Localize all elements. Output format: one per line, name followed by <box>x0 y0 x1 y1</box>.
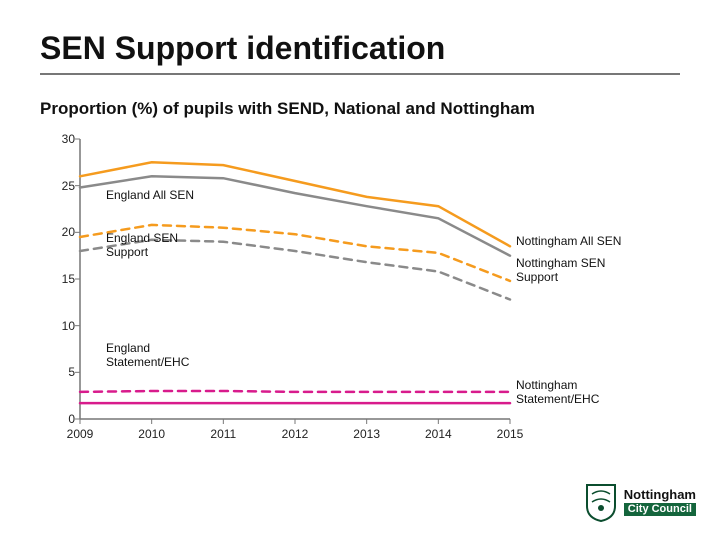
series-label: Nottingham SENSupport <box>516 257 605 285</box>
logo-sub: City Council <box>624 503 696 516</box>
series-label: Nottingham All SEN <box>516 235 621 249</box>
y-tick-label: 10 <box>45 319 75 333</box>
y-tick-label: 15 <box>45 272 75 286</box>
x-tick-label: 2013 <box>347 427 387 441</box>
y-tick-label: 25 <box>45 179 75 193</box>
logo-text: Nottingham City Council <box>624 488 696 516</box>
x-tick-label: 2015 <box>490 427 530 441</box>
series-line <box>80 391 510 392</box>
x-tick-label: 2010 <box>132 427 172 441</box>
crest-icon <box>584 482 618 522</box>
x-tick-label: 2014 <box>418 427 458 441</box>
y-tick-label: 20 <box>45 225 75 239</box>
page-title: SEN Support identification <box>40 30 680 75</box>
slide: SEN Support identification Proportion (%… <box>0 0 720 540</box>
logo-org: Nottingham <box>624 488 696 501</box>
series-label: England SENSupport <box>106 232 178 260</box>
series-label: NottinghamStatement/EHC <box>516 379 599 407</box>
y-tick-label: 5 <box>45 365 75 379</box>
x-tick-label: 2012 <box>275 427 315 441</box>
x-tick-label: 2009 <box>60 427 100 441</box>
series-label: EnglandStatement/EHC <box>106 342 189 370</box>
x-tick-label: 2011 <box>203 427 243 441</box>
chart-svg <box>40 129 680 459</box>
chart: 0 5 10 15 20 25 30 2009 2010 2011 2012 2013 2014 2015… <box>40 129 680 459</box>
y-tick-label: 30 <box>45 132 75 146</box>
y-tick-label: 0 <box>45 412 75 426</box>
chart-subtitle: Proportion (%) of pupils with SEND, Nati… <box>40 99 680 119</box>
logo: Nottingham City Council <box>584 480 696 524</box>
series-label: England All SEN <box>106 189 194 203</box>
